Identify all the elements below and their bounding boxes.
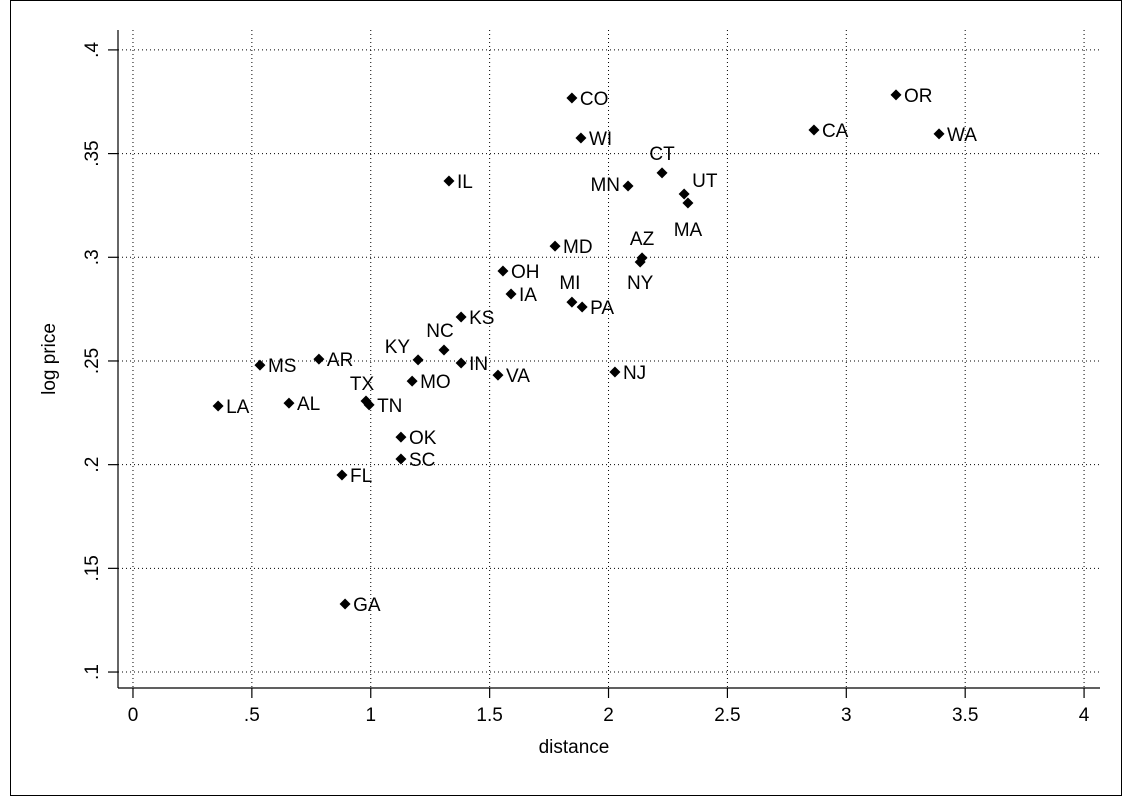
point-label: MD <box>563 237 593 258</box>
point-label: AR <box>327 350 353 371</box>
point-label: SC <box>409 450 435 471</box>
point-label: NJ <box>623 363 646 384</box>
point <box>682 197 694 209</box>
point-label: TX <box>350 374 375 395</box>
point <box>339 598 351 610</box>
point-label: CO <box>580 89 609 110</box>
y-tick-label: .1 <box>82 664 103 680</box>
point-label: OH <box>511 262 539 283</box>
point-label: FL <box>350 466 372 487</box>
point-label: VA <box>506 366 530 387</box>
x-tick-label: 0 <box>128 705 139 726</box>
x-tick-label: 2 <box>603 705 614 726</box>
point <box>890 89 902 101</box>
frame <box>10 0 1122 796</box>
y-tick-label: .25 <box>82 348 103 374</box>
point <box>497 265 509 277</box>
point <box>933 128 945 140</box>
point <box>656 167 668 179</box>
point-label: WI <box>589 129 612 150</box>
y-tick-label: .3 <box>82 249 103 265</box>
point <box>283 397 295 409</box>
point-label: KS <box>469 308 494 329</box>
point <box>254 359 266 371</box>
point <box>313 353 325 365</box>
point-label: MN <box>590 175 620 196</box>
point <box>575 132 587 144</box>
point-label: MS <box>268 356 297 377</box>
point <box>566 92 578 104</box>
point-label: MA <box>674 220 703 241</box>
point-label: MO <box>420 372 451 393</box>
point <box>212 400 224 412</box>
x-tick-label: 1 <box>365 705 376 726</box>
point-label: CT <box>649 144 675 165</box>
point <box>549 240 561 252</box>
point-label: IN <box>469 354 488 375</box>
point-label: LA <box>226 397 250 418</box>
x-tick-label: 3.5 <box>952 705 978 726</box>
point <box>455 357 467 369</box>
point-label: GA <box>353 595 381 616</box>
point-label: UT <box>692 171 718 192</box>
point <box>566 296 578 308</box>
point-label: PA <box>590 298 614 319</box>
point <box>492 369 504 381</box>
point <box>634 256 646 268</box>
x-tick-label: 4 <box>1079 705 1090 726</box>
point <box>622 180 634 192</box>
point <box>412 354 424 366</box>
point-label: NC <box>426 321 453 342</box>
y-tick-label: .2 <box>82 457 103 473</box>
point-label: CA <box>822 121 849 142</box>
point <box>678 188 690 200</box>
y-tick-label: .35 <box>82 140 103 166</box>
point-label: OR <box>904 86 933 107</box>
point-label: WA <box>947 125 977 146</box>
y-tick-label: .15 <box>82 555 103 581</box>
point <box>505 288 517 300</box>
point-label: NY <box>627 273 654 294</box>
point-label: IA <box>519 285 537 306</box>
x-tick-label: 3 <box>841 705 852 726</box>
point <box>808 124 820 136</box>
point <box>406 375 418 387</box>
point-label: TN <box>377 396 402 417</box>
x-axis-title: distance <box>539 737 610 758</box>
point <box>438 344 450 356</box>
y-tick-label: .4 <box>82 42 103 58</box>
point-label: AZ <box>630 229 655 250</box>
point-label: OK <box>409 428 437 449</box>
x-tick-label: 1.5 <box>476 705 502 726</box>
point-label: MI <box>559 273 580 294</box>
point <box>609 366 621 378</box>
y-axis-title: log price <box>39 323 60 395</box>
point <box>443 175 455 187</box>
point <box>363 399 375 411</box>
x-tick-label: .5 <box>244 705 260 726</box>
x-tick-label: 2.5 <box>714 705 740 726</box>
point <box>455 311 467 323</box>
point-label: AL <box>297 394 320 415</box>
point <box>395 431 407 443</box>
point <box>395 453 407 465</box>
point-label: KY <box>385 337 411 358</box>
point-label: IL <box>457 172 473 193</box>
point <box>336 469 348 481</box>
point <box>576 301 588 313</box>
